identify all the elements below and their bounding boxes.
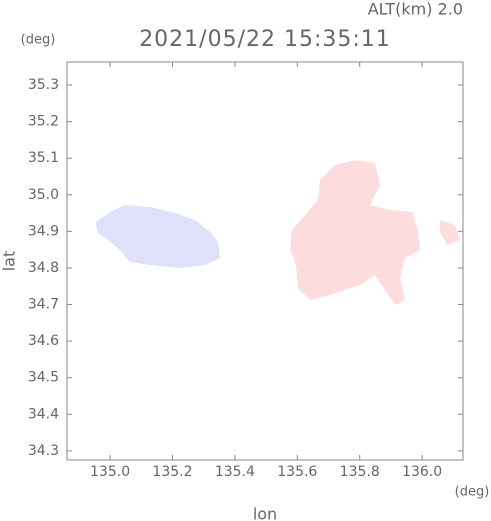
chart-title: 2021/05/22 15:35:11: [139, 27, 391, 52]
y-tick-label: 34.9: [28, 223, 59, 239]
subtitle: ALT(km) 2.0: [368, 0, 463, 19]
y-tick-label: 35.0: [28, 187, 59, 203]
x-tick-label: 135.2: [152, 464, 192, 480]
y-tick-label: 35.2: [28, 114, 59, 130]
x-tick-label: 136.0: [402, 464, 442, 480]
y-tick-label: 34.7: [28, 297, 59, 313]
x-tick-label: 135.8: [340, 464, 380, 480]
x-tick-label: 135.4: [215, 464, 255, 480]
y-tick-label: 34.3: [28, 443, 59, 459]
y-axis-label: lat: [0, 251, 19, 272]
x-tick-label: 135.6: [277, 464, 317, 480]
echo-east: [290, 160, 460, 305]
x-tick-label: 135.0: [90, 464, 130, 480]
y-tick-label: 34.6: [28, 333, 59, 349]
y-tick-label: 34.5: [28, 370, 59, 386]
y-tick-label: 35.1: [28, 150, 59, 166]
x-axis-label: lon: [253, 505, 277, 521]
plot-frame: [66, 61, 464, 461]
y-unit: (deg): [21, 33, 56, 48]
y-tick-label: 34.4: [28, 406, 59, 422]
y-tick-label: 35.3: [28, 77, 59, 93]
y-tick-label: 34.8: [28, 260, 59, 276]
x-unit: (deg): [455, 485, 490, 500]
echo-west: [96, 205, 220, 268]
